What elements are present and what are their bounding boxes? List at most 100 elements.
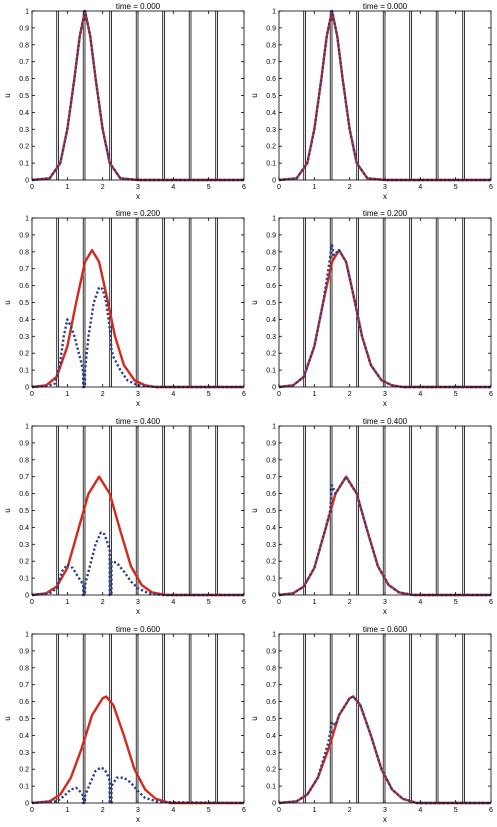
y-tick-label: 0.7 (19, 474, 29, 481)
y-tick-label: 0.4 (266, 110, 276, 117)
x-tick-label: 3 (383, 599, 387, 606)
panel-7: time = 0.600 0 1 2 3 4 5 6 0 0.1 0.2 0.3 0.4 0.5 0.6 0.… (3, 625, 246, 824)
series-dotted-line (278, 9, 491, 182)
panel-4: time = 0.200 0 1 2 3 4 5 6 0 0.1 0.2 0.3 0.4 0.5 0.6 0.… (250, 209, 493, 408)
x-tick-label: 1 (65, 391, 69, 398)
y-tick-label: 0.4 (19, 733, 29, 740)
x-tick-label: 1 (312, 184, 316, 191)
x-axis-label: x (383, 815, 387, 824)
y-tick-label: 0.5 (19, 300, 29, 307)
y-tick-label: 0.2 (19, 767, 29, 774)
y-tick-label: 1 (272, 9, 276, 16)
y-tick-label: 0.1 (19, 368, 29, 375)
panel-title: time = 0.600 (363, 625, 408, 634)
x-tick-label: 6 (489, 807, 493, 814)
x-tick-label: 2 (101, 184, 105, 191)
series-dotted-line (31, 9, 244, 182)
y-tick-label: 0.7 (19, 682, 29, 689)
x-tick-label: 6 (242, 184, 246, 191)
y-tick-label: 0.3 (266, 334, 276, 341)
y-tick-label: 0.4 (266, 525, 276, 532)
y-tick-label: 0.3 (266, 127, 276, 134)
y-tick-label: 0.6 (19, 76, 29, 83)
y-tick-label: 0.3 (266, 750, 276, 757)
x-tick-label: 1 (312, 599, 316, 606)
x-tick-label: 3 (383, 391, 387, 398)
y-tick-label: 0.1 (266, 161, 276, 168)
y-tick-label: 0.1 (266, 784, 276, 791)
x-tick-label: 4 (418, 599, 422, 606)
y-tick-label: 0.4 (266, 733, 276, 740)
x-tick-label: 3 (383, 184, 387, 191)
x-tick-label: 5 (207, 807, 211, 814)
series-dotted-line (31, 766, 245, 805)
x-tick-label: 0 (277, 391, 281, 398)
x-tick-label: 5 (454, 807, 458, 814)
x-tick-label: 4 (418, 807, 422, 814)
y-tick-label: 0 (25, 801, 29, 808)
x-tick-label: 5 (207, 184, 211, 191)
panel-title: time = 0.400 (363, 417, 408, 426)
y-tick-label: 0.5 (19, 716, 29, 723)
panel-3: time = 0.200 0 1 2 3 4 5 6 0 0.1 0.2 0.3 0.4 0.5 0.6 0.… (3, 209, 246, 408)
y-tick-label: 0.3 (19, 127, 29, 134)
x-tick-label: 5 (207, 391, 211, 398)
y-tick-label: 0 (25, 593, 29, 600)
y-tick-label: 0.6 (266, 76, 276, 83)
y-tick-label: 0.7 (19, 266, 29, 273)
x-tick-label: 3 (383, 807, 387, 814)
panel-8: time = 0.600 0 1 2 3 4 5 6 0 0.1 0.2 0.3 0.4 0.5 0.6 0.… (250, 625, 493, 824)
x-tick-label: 5 (454, 391, 458, 398)
y-tick-label: 1 (25, 9, 29, 16)
y-tick-label: 0.3 (19, 334, 29, 341)
y-tick-label: 0.5 (266, 300, 276, 307)
y-tick-label: 0.7 (266, 59, 276, 66)
y-axis-label: u (3, 300, 12, 304)
panel-title: time = 0.200 (116, 209, 161, 218)
y-tick-label: 0.8 (19, 42, 29, 49)
y-tick-label: 0.6 (266, 491, 276, 498)
y-tick-label: 0.1 (19, 784, 29, 791)
y-tick-label: 0 (25, 178, 29, 185)
x-axis-label: x (383, 399, 387, 408)
x-tick-label: 2 (101, 807, 105, 814)
x-tick-label: 0 (277, 184, 281, 191)
x-tick-label: 2 (101, 391, 105, 398)
x-tick-label: 6 (489, 391, 493, 398)
y-tick-label: 0.5 (19, 508, 29, 515)
x-tick-label: 4 (418, 184, 422, 191)
y-axis-label: u (250, 93, 259, 97)
y-tick-label: 0 (272, 178, 276, 185)
y-tick-label: 0.7 (266, 682, 276, 689)
y-tick-label: 0.2 (266, 559, 276, 566)
y-tick-label: 0.9 (266, 648, 276, 655)
y-tick-label: 0.4 (19, 110, 29, 117)
panel-2: time = 0.000 0 1 2 3 4 5 6 0 0.1 0.2 0.3 0.4 0.5 0.6 0.… (250, 2, 493, 201)
x-tick-label: 4 (418, 391, 422, 398)
y-tick-label: 0.8 (266, 42, 276, 49)
x-tick-label: 0 (30, 807, 34, 814)
y-tick-label: 0 (272, 801, 276, 808)
x-tick-label: 2 (348, 807, 352, 814)
x-tick-label: 1 (65, 184, 69, 191)
x-axis-label: x (136, 815, 140, 824)
x-tick-label: 2 (348, 184, 352, 191)
x-tick-label: 2 (101, 599, 105, 606)
y-tick-label: 0.2 (266, 144, 276, 151)
x-tick-label: 5 (207, 599, 211, 606)
x-tick-label: 5 (454, 184, 458, 191)
y-tick-label: 0.2 (19, 559, 29, 566)
x-tick-label: 3 (136, 391, 140, 398)
y-tick-label: 0.9 (19, 648, 29, 655)
x-axis-label: x (383, 192, 387, 201)
x-tick-label: 0 (277, 807, 281, 814)
series-dotted-line (278, 243, 491, 389)
series-dotted-line (31, 531, 244, 597)
x-tick-label: 1 (65, 807, 69, 814)
y-axis-label: u (3, 93, 12, 97)
panel-title: time = 0.000 (116, 2, 161, 11)
series-dotted-line (31, 286, 244, 389)
y-axis-label: u (250, 508, 259, 512)
y-tick-label: 0 (272, 593, 276, 600)
